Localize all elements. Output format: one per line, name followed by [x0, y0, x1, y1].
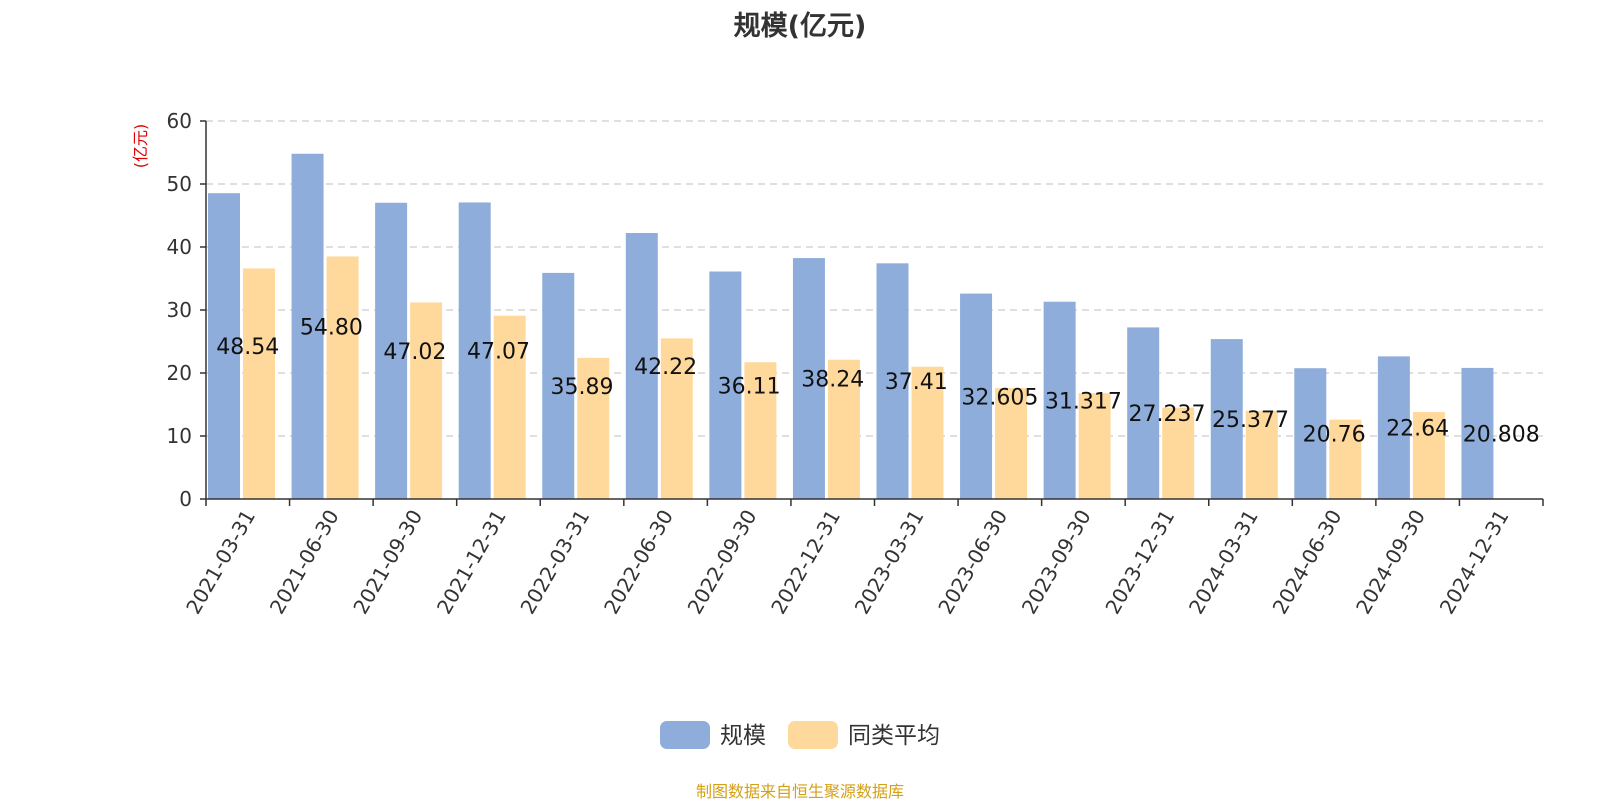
legend-label: 规模 [720, 723, 766, 749]
data-label: 37.41 [885, 370, 948, 395]
bar-peer-average[interactable] [493, 315, 526, 499]
data-label: 54.80 [300, 315, 363, 340]
data-label: 47.02 [383, 340, 446, 365]
data-label: 20.76 [1303, 423, 1366, 448]
x-tick-label: 2023-06-30 [933, 506, 1012, 619]
legend-label: 同类平均 [848, 723, 940, 749]
data-label: 42.22 [634, 355, 697, 380]
bar-scale[interactable] [1461, 367, 1494, 499]
data-label: 48.54 [216, 335, 279, 360]
bar-scale[interactable] [458, 202, 491, 500]
chart-title: 规模(亿元) [733, 11, 867, 42]
y-axis-label: (亿元) [131, 124, 150, 169]
x-tick-label: 2021-09-30 [348, 506, 427, 619]
data-label: 35.89 [551, 375, 614, 400]
bar-peer-average[interactable] [1162, 407, 1195, 499]
x-tick-label: 2021-12-31 [432, 506, 511, 619]
bar-scale[interactable] [291, 153, 324, 499]
bar-scale[interactable] [375, 202, 408, 500]
bar-scale[interactable] [792, 258, 825, 499]
bar-scale[interactable] [542, 272, 575, 499]
y-tick-label: 20 [167, 361, 192, 385]
y-tick-label: 50 [167, 172, 192, 196]
bar-peer-average[interactable] [827, 359, 860, 499]
source-note: 制图数据来自恒生聚源数据库 [695, 782, 904, 801]
data-label: 22.64 [1386, 417, 1449, 442]
bar-peer-average[interactable] [995, 388, 1028, 499]
y-tick-label: 60 [167, 109, 192, 133]
bar-scale[interactable] [1210, 339, 1243, 499]
x-tick-label: 2023-03-31 [850, 506, 929, 619]
x-tick-label: 2024-03-31 [1184, 506, 1263, 619]
bar-scale[interactable] [960, 293, 993, 499]
bar-peer-average[interactable] [1329, 419, 1362, 499]
x-tick-label: 2022-03-31 [515, 506, 594, 619]
bar-peer-average[interactable] [744, 362, 777, 499]
legend-swatch [660, 721, 710, 749]
bar-scale[interactable] [876, 263, 909, 499]
y-tick-label: 10 [167, 424, 192, 448]
bar-scale[interactable] [208, 193, 240, 499]
x-tick-label: 2022-12-31 [766, 506, 845, 619]
bar-peer-average[interactable] [243, 268, 275, 499]
x-tick-label: 2022-09-30 [683, 506, 762, 619]
bar-peer-average[interactable] [660, 338, 693, 499]
data-label: 25.377 [1212, 408, 1289, 433]
bar-scale[interactable] [1294, 368, 1327, 499]
x-tick-label: 2022-06-30 [599, 506, 678, 619]
bar-peer-average[interactable] [1412, 412, 1445, 499]
bar-scale[interactable] [1377, 356, 1410, 499]
legend[interactable]: 规模 同类平均 [660, 721, 940, 749]
x-tick-label: 2024-09-30 [1351, 506, 1430, 619]
y-tick-label: 40 [167, 235, 192, 259]
data-label: 38.24 [801, 368, 864, 393]
data-label: 32.605 [961, 385, 1038, 410]
x-tick-label: 2024-12-31 [1435, 506, 1514, 619]
legend-swatch [788, 721, 838, 749]
data-label: 47.07 [467, 340, 530, 365]
x-tick-label: 2021-03-31 [181, 506, 260, 619]
x-tick-label: 2024-06-30 [1268, 506, 1347, 619]
bar-peer-average[interactable] [410, 302, 443, 499]
bar-scale[interactable] [1043, 301, 1076, 499]
bar-peer-average[interactable] [1078, 393, 1111, 499]
bars [208, 153, 1494, 500]
bar-scale[interactable] [625, 233, 658, 499]
legend-item[interactable]: 规模 [660, 721, 766, 749]
data-label: 20.808 [1463, 422, 1540, 447]
legend-item[interactable]: 同类平均 [788, 721, 940, 749]
data-label: 31.317 [1045, 389, 1122, 414]
bar-scale[interactable] [709, 271, 742, 499]
y-tick-label: 30 [167, 298, 192, 322]
data-label: 36.11 [718, 374, 781, 399]
bar-peer-average[interactable] [326, 256, 359, 499]
y-tick-label: 0 [179, 487, 192, 511]
data-labels: 48.54 54.80 47.02 47.07 35.89 42.22 36.11 38.24… [216, 315, 1539, 447]
bar-peer-average[interactable] [577, 357, 610, 499]
x-tick-label: 2023-12-31 [1100, 506, 1179, 619]
x-tick-label: 2023-09-30 [1017, 506, 1096, 619]
data-label: 27.237 [1128, 402, 1205, 427]
bar-scale[interactable] [1127, 327, 1160, 499]
x-tick-label: 2021-06-30 [265, 506, 344, 619]
bar-peer-average[interactable] [1245, 410, 1278, 499]
bar-peer-average[interactable] [911, 366, 944, 499]
